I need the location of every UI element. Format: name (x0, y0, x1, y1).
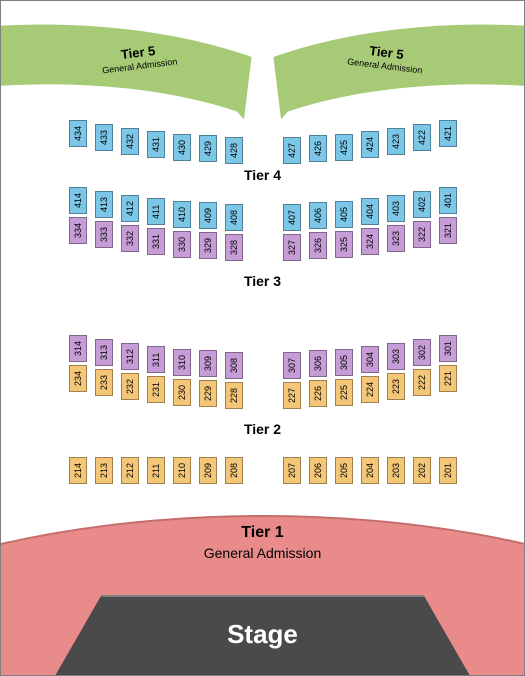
seat-222[interactable]: 222 (413, 369, 431, 396)
seat-214[interactable]: 214 (69, 457, 87, 484)
seat-429[interactable]: 429 (199, 135, 217, 162)
seat-414[interactable]: 414 (69, 187, 87, 214)
seat-313[interactable]: 313 (95, 339, 113, 366)
seat-322[interactable]: 322 (413, 221, 431, 248)
seat-425[interactable]: 425 (335, 134, 353, 161)
seat-406[interactable]: 406 (309, 202, 327, 229)
seat-409[interactable]: 409 (199, 202, 217, 229)
seat-223[interactable]: 223 (387, 373, 405, 400)
seat-312[interactable]: 312 (121, 343, 139, 370)
seat-427[interactable]: 427 (283, 137, 301, 164)
seat-333[interactable]: 333 (95, 221, 113, 248)
seat-407[interactable]: 407 (283, 204, 301, 231)
seat-226[interactable]: 226 (309, 380, 327, 407)
tier5-region: Tier 5 General Admission Tier 5 General … (1, 1, 524, 121)
seat-431[interactable]: 431 (147, 131, 165, 158)
seat-305[interactable]: 305 (335, 349, 353, 376)
seat-310[interactable]: 310 (173, 349, 191, 376)
seat-328[interactable]: 328 (225, 234, 243, 261)
seat-424[interactable]: 424 (361, 131, 379, 158)
seat-327[interactable]: 327 (283, 234, 301, 261)
seat-401[interactable]: 401 (439, 187, 457, 214)
seat-212[interactable]: 212 (121, 457, 139, 484)
seat-422[interactable]: 422 (413, 124, 431, 151)
seat-206[interactable]: 206 (309, 457, 327, 484)
seat-314[interactable]: 314 (69, 335, 87, 362)
seat-330[interactable]: 330 (173, 231, 191, 258)
seat-331[interactable]: 331 (147, 228, 165, 255)
seat-201[interactable]: 201 (439, 457, 457, 484)
seat-306[interactable]: 306 (309, 350, 327, 377)
seat-304[interactable]: 304 (361, 346, 379, 373)
seat-224[interactable]: 224 (361, 376, 379, 403)
seat-231[interactable]: 231 (147, 376, 165, 403)
seat-404[interactable]: 404 (361, 198, 379, 225)
stage: Stage (33, 595, 493, 676)
seat-307[interactable]: 307 (283, 352, 301, 379)
seat-430[interactable]: 430 (173, 134, 191, 161)
seat-311[interactable]: 311 (147, 346, 165, 373)
seat-411[interactable]: 411 (147, 198, 165, 225)
seat-433[interactable]: 433 (95, 124, 113, 151)
seat-329[interactable]: 329 (199, 232, 217, 259)
seat-402[interactable]: 402 (413, 191, 431, 218)
seat-204[interactable]: 204 (361, 457, 379, 484)
seat-208[interactable]: 208 (225, 457, 243, 484)
seat-308[interactable]: 308 (225, 352, 243, 379)
seat-227[interactable]: 227 (283, 382, 301, 409)
seat-202[interactable]: 202 (413, 457, 431, 484)
seat-230[interactable]: 230 (173, 379, 191, 406)
seat-413[interactable]: 413 (95, 191, 113, 218)
seat-410[interactable]: 410 (173, 201, 191, 228)
seat-232[interactable]: 232 (121, 373, 139, 400)
seat-213[interactable]: 213 (95, 457, 113, 484)
seat-334[interactable]: 334 (69, 217, 87, 244)
seat-302[interactable]: 302 (413, 339, 431, 366)
seat-233[interactable]: 233 (95, 369, 113, 396)
tier3-label: Tier 3 (1, 273, 524, 289)
stage-label: Stage (227, 619, 298, 650)
seat-423[interactable]: 423 (387, 128, 405, 155)
seat-426[interactable]: 426 (309, 135, 327, 162)
seating-chart: Tier 5 General Admission Tier 5 General … (0, 0, 525, 676)
seat-209[interactable]: 209 (199, 457, 217, 484)
seat-301[interactable]: 301 (439, 335, 457, 362)
seat-207[interactable]: 207 (283, 457, 301, 484)
seat-234[interactable]: 234 (69, 365, 87, 392)
seat-303[interactable]: 303 (387, 343, 405, 370)
seat-326[interactable]: 326 (309, 232, 327, 259)
seat-324[interactable]: 324 (361, 228, 379, 255)
seat-323[interactable]: 323 (387, 225, 405, 252)
seat-408[interactable]: 408 (225, 204, 243, 231)
tier1-label: Tier 1 General Admission (1, 523, 524, 565)
tier2-label: Tier 2 (1, 421, 524, 437)
seat-412[interactable]: 412 (121, 195, 139, 222)
seat-225[interactable]: 225 (335, 379, 353, 406)
tier4-label: Tier 4 (1, 167, 524, 183)
seat-428[interactable]: 428 (225, 137, 243, 164)
seat-211[interactable]: 211 (147, 457, 165, 484)
seat-205[interactable]: 205 (335, 457, 353, 484)
seat-434[interactable]: 434 (69, 120, 87, 147)
seat-203[interactable]: 203 (387, 457, 405, 484)
seat-405[interactable]: 405 (335, 201, 353, 228)
seat-332[interactable]: 332 (121, 225, 139, 252)
seat-403[interactable]: 403 (387, 195, 405, 222)
seat-432[interactable]: 432 (121, 128, 139, 155)
seat-229[interactable]: 229 (199, 380, 217, 407)
seat-309[interactable]: 309 (199, 350, 217, 377)
seat-321[interactable]: 321 (439, 217, 457, 244)
seat-421[interactable]: 421 (439, 120, 457, 147)
seat-325[interactable]: 325 (335, 231, 353, 258)
seat-210[interactable]: 210 (173, 457, 191, 484)
seat-228[interactable]: 228 (225, 382, 243, 409)
seat-221[interactable]: 221 (439, 365, 457, 392)
